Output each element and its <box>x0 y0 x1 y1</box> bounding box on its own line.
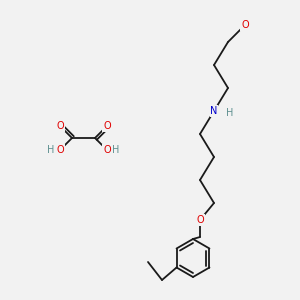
Text: O: O <box>103 121 111 131</box>
Text: N: N <box>210 106 218 116</box>
Text: H: H <box>47 145 55 155</box>
Text: O: O <box>56 121 64 131</box>
Text: H: H <box>112 145 120 155</box>
Text: O: O <box>103 145 111 155</box>
Text: H: H <box>226 108 234 118</box>
Text: O: O <box>56 145 64 155</box>
Text: O: O <box>241 20 249 30</box>
Text: O: O <box>196 215 204 225</box>
